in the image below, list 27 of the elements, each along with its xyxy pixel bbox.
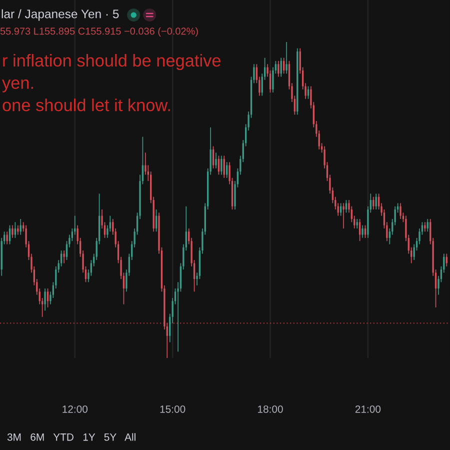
candlestick (356, 218, 358, 229)
candlestick (424, 222, 426, 232)
candlestick (345, 200, 348, 214)
candlestick (400, 202, 402, 220)
candlestick (426, 218, 428, 232)
chart-subtitle: 55.973 L155.895 C155.915 −0.036 (−0.02%) (0, 27, 198, 37)
candlestick (44, 288, 46, 312)
candlestick (12, 224, 14, 238)
candlestick (63, 250, 65, 264)
candlestick (215, 152, 217, 169)
candlestick (342, 202, 344, 229)
candlestick (14, 222, 16, 238)
text: 3M 6M YTD 1Y 5Y All (7, 433, 136, 441)
candlestick (286, 42, 288, 74)
annotation: r inflation should be negative yen. one should let it know. (2, 54, 220, 112)
x-tick-label: 21:00 (355, 405, 381, 413)
candlestick (358, 218, 361, 242)
x-tick-label: 15:00 (160, 405, 186, 413)
candlestick (6, 231, 8, 245)
chart-title: lar / Japanese Yen · 5 (2, 9, 119, 21)
x-tick-label: 12:00 (62, 405, 88, 413)
candlestick (362, 224, 364, 238)
candlestick (220, 155, 222, 176)
candlestick (375, 193, 377, 210)
candlestick (364, 224, 366, 238)
x-tick-label: 18:00 (258, 405, 283, 413)
candlestick (372, 196, 374, 210)
